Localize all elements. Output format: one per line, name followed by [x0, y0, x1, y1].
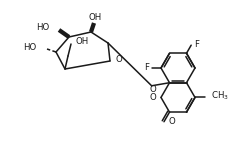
Text: HO: HO — [36, 22, 49, 32]
Text: O: O — [116, 56, 123, 64]
Text: O: O — [149, 85, 156, 94]
Text: O: O — [149, 93, 156, 102]
Text: OH: OH — [75, 36, 88, 45]
Text: F: F — [194, 40, 199, 49]
Text: OH: OH — [88, 14, 102, 22]
Text: CH$_3$: CH$_3$ — [211, 89, 229, 102]
Text: HO: HO — [23, 44, 36, 52]
Text: O: O — [169, 117, 176, 126]
Text: F: F — [144, 63, 149, 72]
